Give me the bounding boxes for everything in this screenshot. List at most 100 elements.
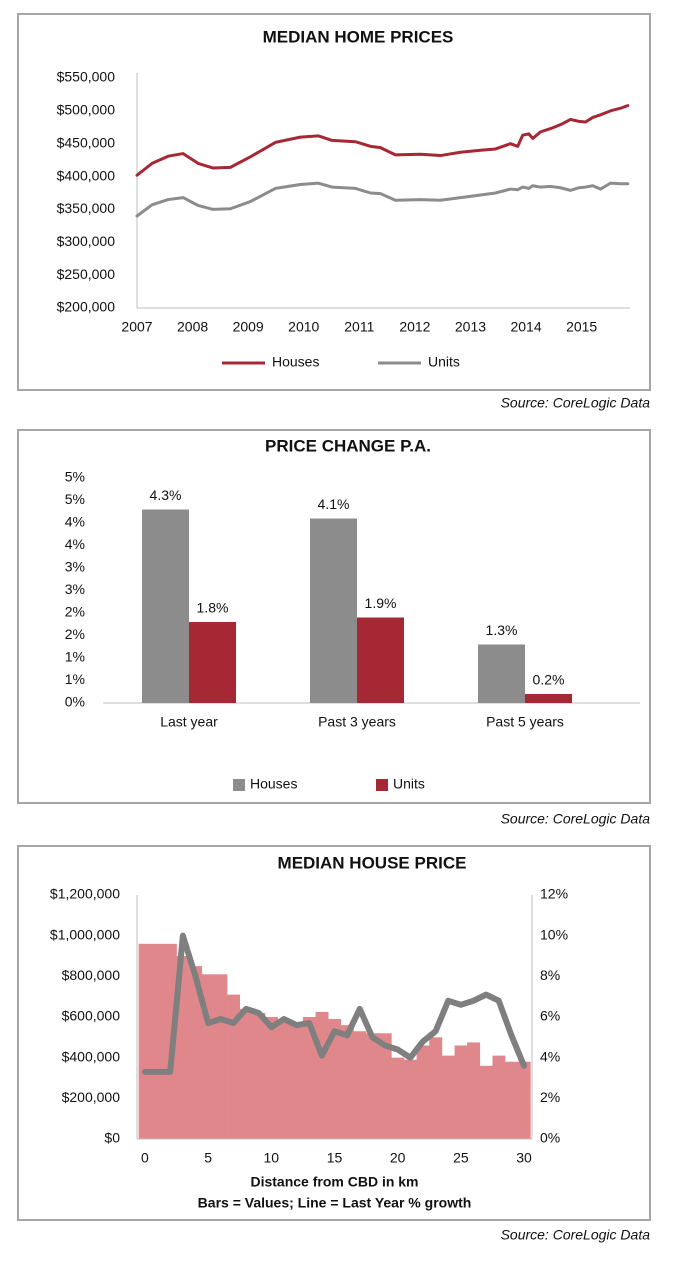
y-tick-label: 1% bbox=[65, 649, 85, 665]
y-tick-label: $500,000 bbox=[57, 102, 116, 118]
x-tick-label: 2013 bbox=[455, 319, 486, 335]
value-label: 0.2% bbox=[533, 672, 565, 688]
y2-tick-label: 6% bbox=[540, 1008, 560, 1024]
y-tick-label: $200,000 bbox=[62, 1089, 121, 1105]
bar bbox=[416, 1045, 430, 1139]
value-label: 1.8% bbox=[197, 600, 229, 616]
y-tick-label: $200,000 bbox=[57, 299, 116, 315]
x-tick-label: 5 bbox=[204, 1150, 212, 1166]
x-tick-label: 2007 bbox=[121, 319, 152, 335]
x-tick-label: 2010 bbox=[288, 319, 319, 335]
y-tick-label: $1,000,000 bbox=[50, 926, 120, 942]
bar bbox=[151, 943, 165, 1139]
y2-tick-label: 8% bbox=[540, 967, 560, 983]
y-tick-label: 4% bbox=[65, 536, 85, 552]
x-tick-label: 15 bbox=[327, 1150, 343, 1166]
chart-title: MEDIAN HOME PRICES bbox=[263, 27, 454, 46]
y2-tick-label: 2% bbox=[540, 1089, 560, 1105]
bar bbox=[277, 1021, 291, 1139]
bar bbox=[492, 1055, 506, 1139]
y-tick-label: 1% bbox=[65, 671, 85, 687]
y2-tick-label: 4% bbox=[540, 1048, 560, 1064]
bar bbox=[315, 1011, 329, 1139]
bar bbox=[478, 644, 525, 703]
bar bbox=[189, 966, 203, 1139]
y-tick-label: 2% bbox=[65, 604, 85, 620]
y2-tick-label: 12% bbox=[540, 886, 568, 902]
x-tick-label: 2014 bbox=[510, 319, 541, 335]
y-tick-label: $400,000 bbox=[57, 167, 116, 183]
y-tick-label: $0 bbox=[104, 1130, 120, 1146]
y-tick-label: $600,000 bbox=[62, 1008, 121, 1024]
bar bbox=[378, 1033, 392, 1139]
x-tick-label: 10 bbox=[264, 1150, 280, 1166]
value-label: 4.3% bbox=[150, 487, 182, 503]
bar bbox=[357, 617, 404, 703]
x-tick-label: Past 3 years bbox=[318, 714, 396, 730]
y-tick-label: $1,200,000 bbox=[50, 886, 120, 902]
bar bbox=[138, 943, 152, 1139]
x-tick-label: 2011 bbox=[344, 319, 374, 335]
y-tick-label: $350,000 bbox=[57, 200, 116, 216]
bar bbox=[505, 1061, 519, 1139]
y-tick-label: $450,000 bbox=[57, 134, 116, 150]
y-tick-label: $300,000 bbox=[57, 233, 116, 249]
x-tick-label: 25 bbox=[453, 1150, 469, 1166]
bar bbox=[517, 1061, 531, 1139]
bar bbox=[391, 1057, 405, 1139]
chart-title: MEDIAN HOUSE PRICE bbox=[278, 853, 467, 872]
bar bbox=[227, 994, 241, 1139]
x-tick-label: 2012 bbox=[399, 319, 430, 335]
x-tick-label: Last year bbox=[160, 714, 218, 730]
value-label: 4.1% bbox=[318, 496, 350, 512]
bar bbox=[429, 1037, 443, 1139]
bar bbox=[302, 1017, 316, 1139]
value-label: 1.3% bbox=[486, 622, 518, 638]
bar bbox=[340, 1025, 354, 1139]
bar bbox=[252, 1012, 266, 1139]
bar bbox=[403, 1059, 417, 1139]
bar bbox=[479, 1065, 493, 1139]
y-tick-label: $800,000 bbox=[62, 967, 121, 983]
bar bbox=[239, 1008, 253, 1139]
x-tick-label: 2008 bbox=[177, 319, 208, 335]
bar bbox=[214, 974, 228, 1139]
x-axis-label: Distance from CBD in km bbox=[250, 1174, 418, 1190]
bar bbox=[189, 622, 236, 703]
bar bbox=[290, 1023, 304, 1139]
chart-subtitle: Bars = Values; Line = Last Year % growth bbox=[198, 1195, 472, 1211]
bar bbox=[525, 694, 572, 703]
value-label: 1.9% bbox=[365, 595, 397, 611]
bar bbox=[467, 1042, 481, 1139]
y-tick-label: 3% bbox=[65, 581, 85, 597]
y-tick-label: 0% bbox=[65, 694, 85, 710]
y-tick-label: 2% bbox=[65, 626, 85, 642]
legend-swatch bbox=[233, 779, 245, 791]
series-line bbox=[141, 932, 528, 1075]
y-tick-label: $550,000 bbox=[57, 69, 116, 85]
bar bbox=[176, 956, 190, 1139]
bar bbox=[310, 518, 357, 703]
y-tick-label: 5% bbox=[65, 491, 85, 507]
legend-label: Units bbox=[393, 776, 425, 792]
source-note: Source: CoreLogic Data bbox=[501, 395, 651, 411]
bar bbox=[353, 1031, 367, 1139]
series-line bbox=[135, 181, 630, 218]
legend-label: Units bbox=[428, 354, 460, 370]
bar bbox=[454, 1045, 468, 1139]
chart-frame bbox=[17, 13, 651, 391]
x-tick-label: 2009 bbox=[233, 319, 264, 335]
source-note: Source: CoreLogic Data bbox=[501, 811, 651, 827]
y-tick-label: 5% bbox=[65, 469, 85, 485]
y2-tick-label: 10% bbox=[540, 926, 568, 942]
x-tick-label: 20 bbox=[390, 1150, 406, 1166]
x-tick-label: 0 bbox=[141, 1150, 149, 1166]
x-tick-label: 30 bbox=[516, 1150, 532, 1166]
bar bbox=[265, 1017, 278, 1139]
legend-swatch bbox=[376, 779, 388, 791]
bar bbox=[328, 1019, 342, 1139]
y-tick-label: 3% bbox=[65, 559, 85, 575]
source-note: Source: CoreLogic Data bbox=[501, 1227, 651, 1243]
chart-frame bbox=[17, 429, 651, 804]
